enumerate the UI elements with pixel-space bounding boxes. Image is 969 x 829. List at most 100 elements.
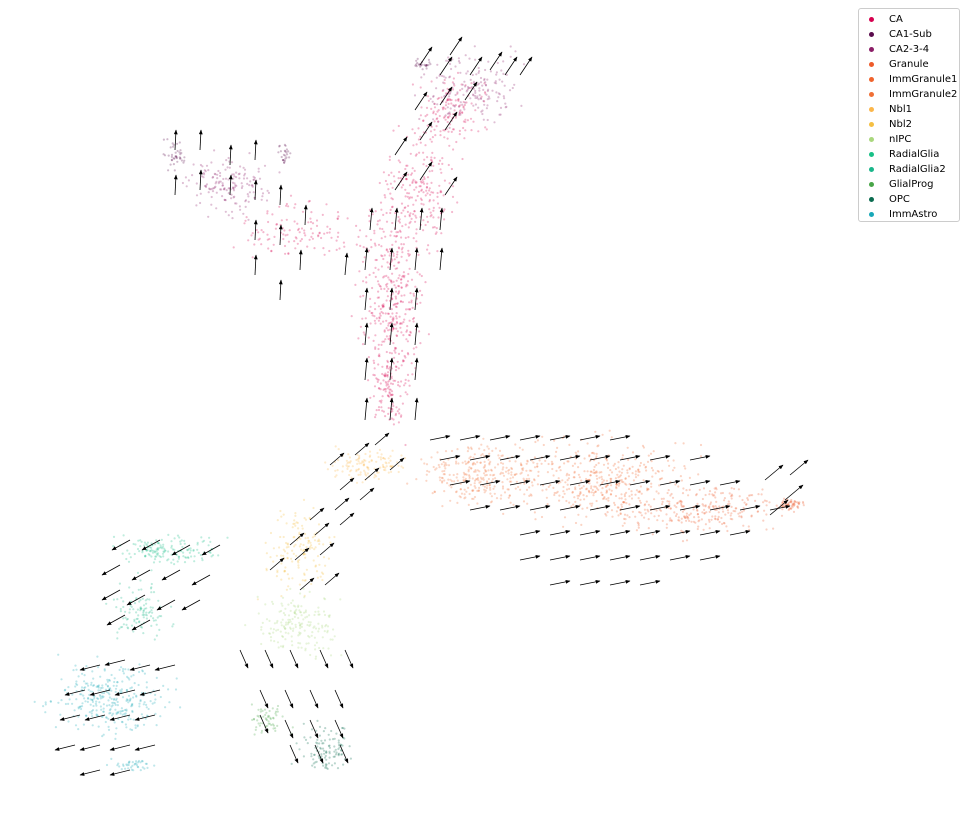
velocity-arrow: [519, 434, 541, 441]
velocity-arrow: [389, 287, 394, 311]
velocity-arrow: [79, 744, 101, 751]
velocity-arrow: [369, 207, 374, 231]
velocity-arrow: [364, 467, 380, 481]
velocity-arrow: [294, 547, 310, 561]
velocity-arrow: [154, 664, 176, 671]
velocity-arrow: [414, 287, 419, 311]
velocity-arrow: [54, 744, 76, 751]
velocity-arrow: [101, 589, 121, 601]
velocity-arrow: [284, 689, 294, 709]
legend-marker: [869, 182, 874, 187]
velocity-arrow: [173, 129, 178, 151]
velocity-arrow: [228, 174, 233, 196]
velocity-arrow: [589, 504, 611, 511]
velocity-arrow: [253, 219, 258, 241]
velocity-arrow: [228, 144, 233, 166]
legend-label: CA2-3-4: [889, 44, 930, 55]
velocity-arrow: [389, 322, 394, 346]
velocity-arrow: [389, 397, 394, 421]
velocity-arrow: [109, 744, 131, 751]
velocity-arrow: [709, 504, 731, 511]
legend-marker: [869, 197, 874, 202]
cluster-granule: [604, 483, 794, 543]
velocity-arrow: [489, 434, 511, 441]
velocity-arrow: [649, 454, 671, 461]
velocity-arrow: [429, 434, 451, 441]
legend-marker: [869, 92, 874, 97]
velocity-arrow: [689, 479, 711, 486]
velocity-arrow: [104, 659, 126, 666]
velocity-arrow: [609, 579, 631, 586]
legend-label: GlialProg: [889, 179, 934, 190]
velocity-arrow: [278, 279, 283, 301]
velocity-arrow: [339, 477, 355, 491]
velocity-arrow: [679, 504, 701, 511]
velocity-arrow: [769, 499, 789, 516]
legend-item: nIPC: [869, 132, 959, 147]
velocity-arrow: [609, 554, 631, 561]
velocity-arrow: [739, 504, 761, 511]
legend-label: RadialGlia: [889, 149, 940, 160]
velocity-arrow: [609, 434, 631, 441]
velocity-arrow: [109, 714, 131, 721]
legend-marker: [869, 17, 874, 22]
velocity-arrow: [364, 322, 369, 346]
velocity-arrow: [459, 434, 481, 441]
cluster-immastro: [33, 653, 182, 741]
velocity-arrow: [589, 454, 611, 461]
velocity-arrow: [539, 479, 561, 486]
velocity-arrow: [629, 479, 651, 486]
velocity-arrow: [134, 714, 156, 721]
legend-label: RadialGlia2: [889, 164, 946, 175]
legend-item: CA1-Sub: [869, 27, 959, 42]
velocity-arrow: [414, 247, 419, 271]
velocity-arrow: [529, 454, 551, 461]
velocity-arrow: [444, 111, 458, 131]
velocity-arrow: [699, 529, 721, 536]
velocity-arrow: [549, 434, 571, 441]
velocity-arrow: [549, 529, 571, 536]
velocity-arrow: [444, 176, 458, 196]
velocity-arrow: [499, 454, 521, 461]
velocity-arrow: [689, 454, 711, 461]
velocity-arrow: [579, 529, 601, 536]
velocity-arrow: [181, 599, 201, 611]
velocity-arrow: [389, 247, 394, 271]
velocity-arrows: [54, 36, 809, 776]
legend-marker: [869, 152, 874, 157]
legend-item: OPC: [869, 192, 959, 207]
velocity-arrow: [173, 174, 178, 196]
legend: CA CA1-Sub CA2-3-4 Granule ImmGranule1 ImmGra…: [858, 8, 960, 222]
velocity-arrow: [354, 442, 370, 456]
velocity-arrow: [109, 769, 131, 776]
velocity-arrow: [449, 479, 471, 486]
velocity-arrow: [329, 452, 345, 466]
velocity-arrow: [106, 614, 126, 626]
legend-label: Nbl1: [889, 104, 912, 115]
velocity-arrow: [639, 529, 661, 536]
velocity-arrow: [298, 249, 303, 271]
cluster-glialprog: [250, 703, 294, 736]
velocity-arrow: [439, 207, 444, 231]
velocity-arrow: [359, 487, 375, 501]
velocity-arrow: [259, 714, 269, 734]
legend-item: RadialGlia: [869, 147, 959, 162]
velocity-arrow: [339, 744, 349, 764]
velocity-arrow: [559, 504, 581, 511]
velocity-arrow: [394, 207, 399, 231]
legend-item: ImmGranule2: [869, 87, 959, 102]
legend-item: Granule: [869, 57, 959, 72]
velocity-arrow: [334, 719, 344, 739]
velocity-arrow: [374, 432, 390, 446]
cluster-ca2-3-4: [413, 45, 526, 129]
cluster-ca: [378, 113, 464, 276]
velocity-arrow: [414, 397, 419, 421]
velocity-arrow: [449, 36, 463, 56]
velocity-arrow: [439, 86, 453, 106]
velocity-arrow: [729, 529, 751, 536]
cell-point-clouds: [33, 45, 805, 772]
legend-item: Nbl1: [869, 102, 959, 117]
velocity-arrow: [84, 714, 106, 721]
velocity-arrow: [439, 56, 453, 76]
